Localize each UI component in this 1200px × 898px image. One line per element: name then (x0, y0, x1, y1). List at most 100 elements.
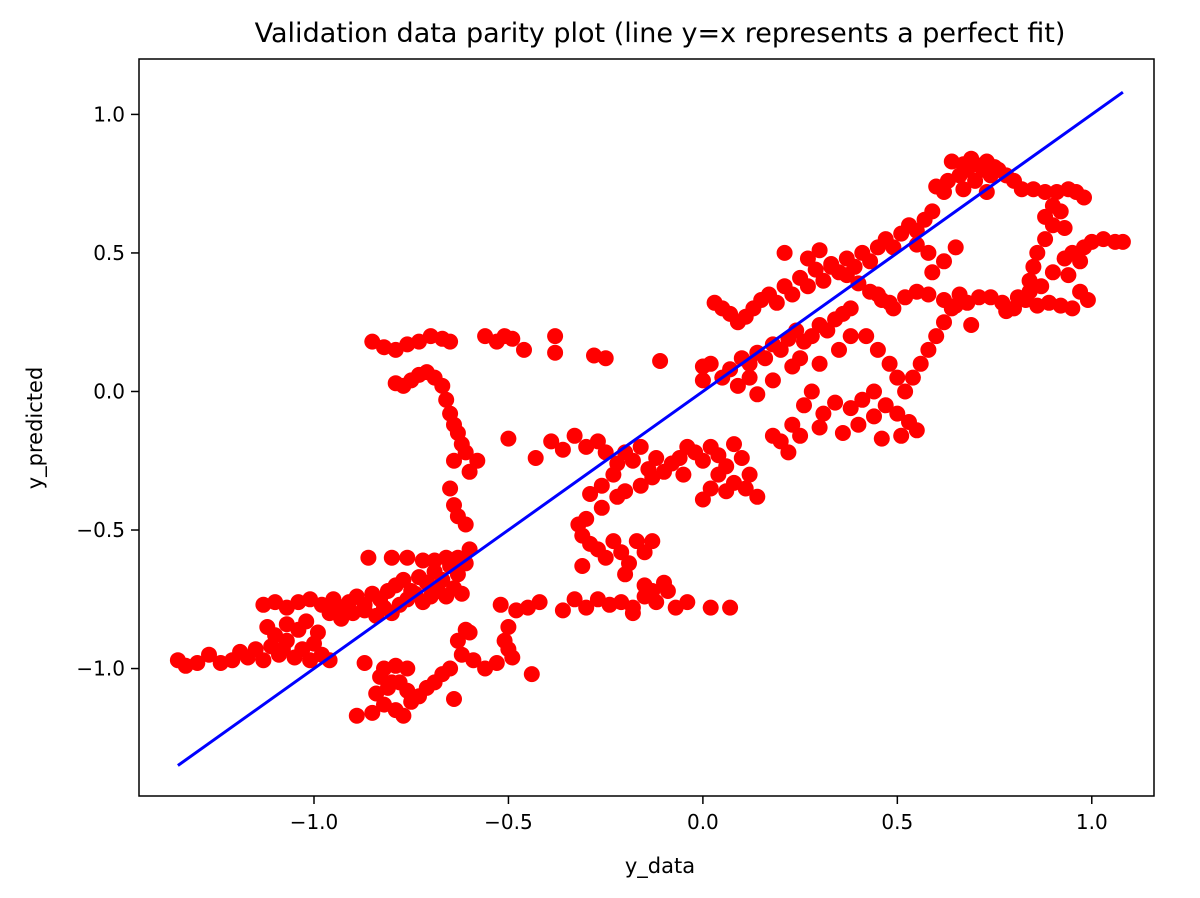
scatter-point (593, 499, 610, 516)
scatter-point (982, 289, 999, 306)
scatter-point (383, 549, 400, 566)
scatter-point (862, 253, 879, 270)
scatter-point (605, 533, 622, 550)
scatter-point (912, 355, 929, 372)
scatter-point (516, 341, 532, 358)
scatter-point (399, 660, 416, 677)
scatter-point (554, 441, 571, 458)
scatter-point (881, 294, 898, 311)
scatter-point (768, 294, 785, 311)
y-tick-label: 0.0 (93, 379, 125, 403)
scatter-point (461, 624, 478, 641)
scatter-point (718, 483, 735, 500)
scatter-point (741, 369, 758, 386)
scatter-point (609, 488, 626, 505)
scatter-point (908, 422, 925, 439)
chart-title: Validation data parity plot (line y=x re… (255, 18, 1066, 49)
scatter-point (414, 552, 431, 569)
scatter-point (702, 355, 719, 372)
scatter-point (889, 405, 906, 422)
scatter-point (399, 682, 416, 699)
x-axis-ticks: −1.0 −0.5 0.0 0.5 1.0 (290, 796, 1108, 834)
scatter-point (694, 452, 711, 469)
scatter-point (811, 242, 828, 259)
scatter-point (803, 328, 820, 345)
scatter-point (757, 350, 774, 367)
scatter-point (1060, 267, 1077, 284)
scatter-point (1037, 184, 1054, 200)
scatter-point (1056, 220, 1073, 236)
scatter-point (1025, 258, 1042, 275)
scatter-point (1044, 264, 1061, 281)
scatter-point (776, 244, 793, 261)
scatter-point (446, 497, 462, 514)
scatter-point (395, 707, 412, 724)
scatter-point (741, 466, 758, 483)
scatter-point (309, 624, 326, 641)
scatter-point (399, 549, 416, 566)
scatter-point (605, 466, 622, 483)
x-tick-label: −0.5 (484, 810, 533, 834)
scatter-point (815, 272, 832, 289)
scatter-point (869, 286, 886, 303)
scatter-point (504, 330, 521, 347)
scatter-point (904, 369, 921, 386)
scatter-point (967, 172, 984, 189)
scatter-point (547, 328, 564, 345)
scatter-point (850, 416, 867, 433)
scatter-point (947, 239, 964, 256)
scatter-point (628, 533, 645, 550)
scatter-point (1037, 208, 1054, 225)
y-tick-label: −1.0 (76, 657, 125, 681)
scatter-point (955, 181, 972, 198)
scatter-point (784, 286, 801, 303)
scatter-point (796, 397, 812, 414)
scatter-point (582, 486, 599, 502)
scatter-point (364, 704, 381, 721)
scatter-point (438, 549, 455, 566)
scatter-point (694, 372, 711, 389)
scatter-point (438, 391, 455, 408)
scatter-point (267, 627, 284, 644)
scatter-point (936, 314, 952, 331)
scatter-points (169, 150, 1131, 724)
scatter-point (749, 386, 766, 403)
scatter-point (656, 574, 672, 591)
scatter-point (986, 159, 1003, 176)
scatter-point (442, 333, 459, 350)
scatter-point (446, 691, 462, 707)
scatter-point (593, 477, 610, 494)
plot-frame (138, 58, 1155, 797)
scatter-point (461, 463, 478, 480)
scatter-point (255, 652, 272, 669)
scatter-point (733, 450, 750, 466)
scatter-point (201, 646, 217, 663)
y-axis-label: y_predicted (23, 367, 48, 490)
scatter-point (477, 660, 494, 677)
scatter-point (823, 258, 840, 275)
scatter-point (453, 585, 470, 602)
scatter-point (348, 707, 365, 724)
scatter-point (675, 466, 692, 483)
scatter-point (360, 549, 377, 566)
scatter-point (729, 377, 746, 394)
scatter-point (597, 350, 614, 367)
scatter-point (928, 328, 945, 345)
scatter-point (792, 350, 809, 367)
scatter-point (617, 566, 634, 583)
scatter-point (924, 203, 941, 220)
scatter-point (574, 558, 591, 574)
scatter-point (434, 377, 451, 394)
scatter-point (722, 599, 739, 616)
scatter-point (442, 480, 459, 497)
scatter-point (613, 544, 630, 561)
scatter-point (1072, 253, 1089, 270)
scatter-point (500, 619, 517, 635)
scatter-point (764, 372, 781, 389)
scatter-point (726, 436, 742, 453)
scatter-point (920, 244, 937, 261)
scatter-point (807, 261, 824, 278)
scatter-point (1044, 197, 1061, 214)
y-tick-label: −0.5 (76, 518, 125, 542)
